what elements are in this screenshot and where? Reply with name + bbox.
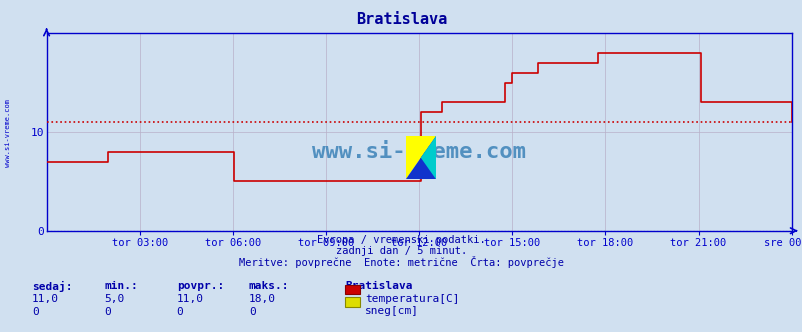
Text: 0: 0	[104, 307, 111, 317]
Text: Bratislava: Bratislava	[345, 281, 412, 290]
Text: maks.:: maks.:	[249, 281, 289, 290]
Text: 0: 0	[32, 307, 38, 317]
Text: temperatura[C]: temperatura[C]	[365, 294, 460, 304]
Text: www.si-vreme.com: www.si-vreme.com	[312, 142, 525, 162]
Text: 11,0: 11,0	[176, 294, 204, 304]
Text: min.:: min.:	[104, 281, 138, 290]
Text: 5,0: 5,0	[104, 294, 124, 304]
Text: Bratislava: Bratislava	[355, 12, 447, 27]
Text: sneg[cm]: sneg[cm]	[365, 306, 419, 316]
Text: sedaj:: sedaj:	[32, 281, 72, 291]
Polygon shape	[405, 136, 435, 179]
Text: 11,0: 11,0	[32, 294, 59, 304]
Text: 0: 0	[249, 307, 255, 317]
Text: 18,0: 18,0	[249, 294, 276, 304]
Polygon shape	[420, 136, 435, 179]
Text: www.si-vreme.com: www.si-vreme.com	[5, 99, 10, 167]
Text: Meritve: povprečne  Enote: metrične  Črta: povprečje: Meritve: povprečne Enote: metrične Črta:…	[239, 256, 563, 268]
Polygon shape	[405, 136, 435, 179]
Text: zadnji dan / 5 minut.: zadnji dan / 5 minut.	[335, 246, 467, 256]
Text: Evropa / vremenski podatki.: Evropa / vremenski podatki.	[317, 235, 485, 245]
Text: 0: 0	[176, 307, 183, 317]
Text: povpr.:: povpr.:	[176, 281, 224, 290]
